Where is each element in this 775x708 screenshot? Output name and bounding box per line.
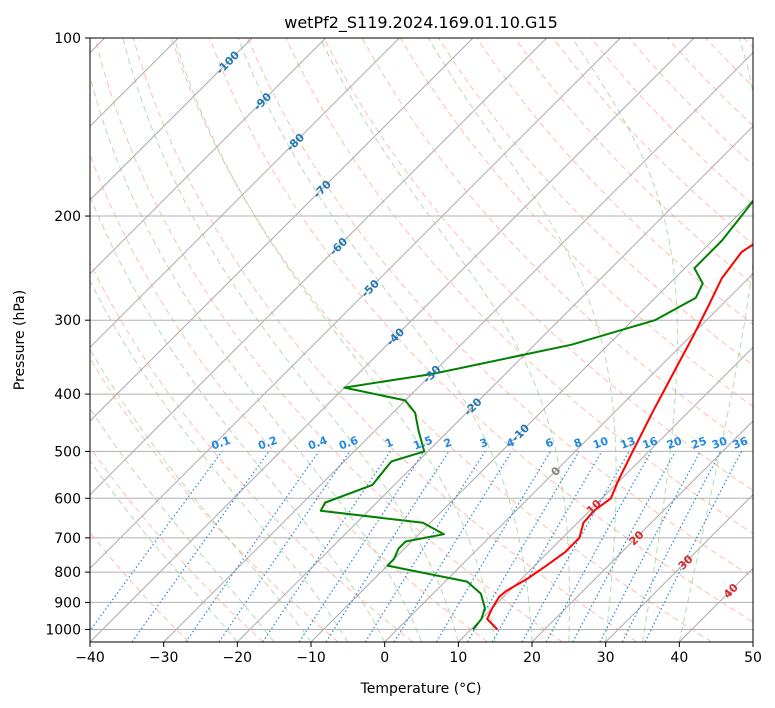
mixing-ratio-line [521, 451, 630, 642]
mixing-ratio-label: 30 [710, 434, 729, 452]
y-tick-label: 1000 [45, 622, 81, 638]
mixing-ratio-line [185, 451, 320, 642]
mixing-ratio-label: 16 [641, 434, 660, 452]
moist-adiabat [571, 38, 678, 642]
dry-adiabat [247, 38, 753, 578]
mixing-ratio-line [644, 451, 743, 642]
isotherm-line [90, 38, 621, 570]
isotherm-line [384, 272, 753, 642]
dry-adiabat [170, 38, 712, 642]
mixing-ratio-label: 20 [665, 434, 684, 452]
y-axis-title: Pressure (hPa) [12, 290, 28, 390]
mixing-ratio-line [90, 451, 223, 632]
mixing-ratio-line [262, 451, 391, 642]
mixing-ratio-line [325, 451, 450, 642]
x-tick-label: −10 [296, 650, 326, 666]
mixing-ratio-line [621, 451, 722, 642]
mixing-ratio-label: 0.4 [306, 434, 329, 453]
y-tick-label: 700 [54, 531, 81, 547]
x-tick-label: 30 [597, 650, 615, 666]
moist-adiabat [122, 38, 459, 642]
mixing-ratio-label: 1 [383, 436, 395, 451]
background-lines [90, 38, 753, 642]
x-tick-label: 40 [670, 650, 688, 666]
y-tick-label: 100 [54, 31, 81, 47]
dry-adiabat [90, 446, 264, 642]
isotherm-line [90, 38, 400, 349]
y-tick-label: 800 [54, 565, 81, 581]
mixing-ratio-label: 10 [591, 434, 610, 452]
y-axis: 1000 900 800 700 600 500 400 300 200 100 [45, 31, 90, 638]
y-tick-label: 600 [54, 491, 81, 507]
moist-adiabat [90, 194, 386, 642]
dry-adiabat [132, 38, 638, 642]
dry-adiabat [323, 38, 753, 492]
isotherm-line [531, 420, 753, 642]
dry-adiabat [90, 261, 414, 642]
isotherm-line [90, 38, 327, 275]
mixing-ratio-label: 25 [690, 434, 709, 451]
x-tick-label: 20 [523, 650, 541, 666]
dry-adiabat [94, 38, 563, 642]
x-axis-title: Temperature (°C) [360, 681, 482, 697]
x-tick-label: −30 [149, 650, 179, 666]
moist-adiabat [678, 38, 753, 642]
isotherm-line [90, 38, 253, 201]
mixing-ratio-label: 3 [478, 436, 490, 451]
dry-adiabat [476, 38, 753, 326]
temperature-profile [486, 243, 753, 631]
y-tick-label: 400 [54, 387, 81, 403]
moist-adiabat [237, 38, 533, 642]
isotherm-line [457, 346, 753, 642]
mixing-ratio-label: 6 [544, 436, 556, 451]
y-tick-label: 200 [54, 209, 81, 225]
profile-lines [319, 199, 753, 631]
isotherm-line [90, 38, 474, 422]
dry-adiabat [514, 38, 753, 285]
isotherm-line [163, 51, 753, 642]
chart-title: wetPf2_S119.2024.169.01.10.G15 [284, 13, 558, 33]
moist-adiabat [319, 38, 570, 642]
mixing-ratio-label: 4 [505, 436, 517, 451]
dry-adiabat [209, 38, 753, 623]
mixing-ratio-label: 0.1 [210, 434, 233, 453]
mixing-ratio-label: 1.5 [412, 434, 435, 453]
x-tick-label: 50 [744, 650, 762, 666]
mixing-ratio-label: 0.6 [337, 434, 360, 453]
dry-adiabat [90, 357, 339, 642]
x-tick-label: −20 [223, 650, 253, 666]
mixing-ratio-label: 8 [572, 436, 584, 451]
mixing-ratio-line [545, 451, 652, 642]
mixing-ratio-line [131, 451, 270, 642]
y-tick-label: 900 [54, 595, 81, 611]
isotherm-line [90, 38, 695, 642]
mixing-ratio-label: 13 [619, 434, 638, 451]
isotherm-line [90, 38, 548, 496]
mixing-ratio-line [572, 451, 677, 642]
mixing-ratio-line [393, 451, 513, 642]
dry-adiabat [285, 38, 753, 535]
mixing-ratio-label: 36 [731, 434, 750, 452]
y-tick-label: 300 [54, 313, 81, 329]
moist-adiabat [90, 407, 275, 642]
isotherm-line [605, 493, 753, 642]
x-tick-label: 10 [449, 650, 467, 666]
mixing-ratio-line [218, 451, 351, 642]
mixing-ratio-label: 2 [442, 436, 454, 451]
plot-frame [89, 37, 754, 643]
y-tick-label: 500 [54, 444, 81, 460]
dewpoint-profile [319, 199, 753, 631]
moist-adiabat [90, 74, 422, 642]
x-tick-label: −40 [75, 650, 105, 666]
mixing-ratio-label: 0.2 [256, 434, 279, 453]
moist-adiabat [173, 38, 496, 642]
moist-adiabat [90, 459, 238, 642]
mixing-ratio-line [298, 451, 425, 642]
plot-background [90, 38, 753, 642]
x-tick-label: 0 [380, 650, 389, 666]
isotherm-line [236, 125, 753, 642]
x-axis: −40 −30 −20 −10 0 10 20 30 40 50 [75, 642, 762, 666]
